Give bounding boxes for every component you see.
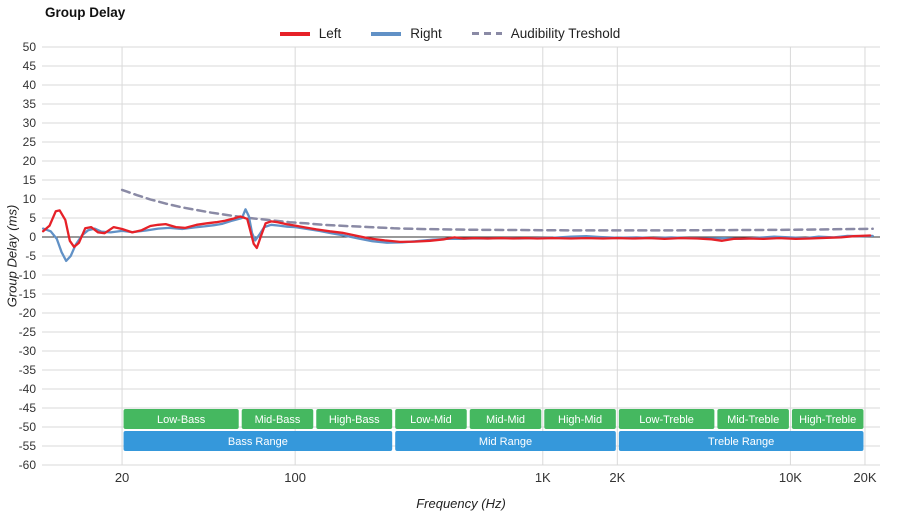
band-label-high-bass: High-Bass <box>329 414 380 426</box>
left-line-swatch <box>279 31 310 36</box>
svg-text:50: 50 <box>23 40 37 54</box>
svg-text:30: 30 <box>23 116 37 130</box>
band-treble-range <box>618 431 864 451</box>
svg-text:-60: -60 <box>19 458 37 472</box>
svg-text:-45: -45 <box>19 401 37 415</box>
legend-item-audibility-threshold[interactable]: Audibility Treshold <box>471 26 621 41</box>
svg-text:-35: -35 <box>19 363 37 377</box>
svg-text:-20: -20 <box>19 306 37 320</box>
band-label-low-treble: Low-Treble <box>639 414 694 426</box>
svg-text:40: 40 <box>23 78 37 92</box>
band-label-high-treble: High-Treble <box>799 414 856 426</box>
band-low-treble <box>618 409 715 429</box>
band-high-bass <box>316 409 393 429</box>
svg-text:10: 10 <box>23 192 37 206</box>
legend-label-right: Right <box>410 26 442 41</box>
band-high-mid <box>544 409 616 429</box>
x-axis-tick-labels: 20 100 1K 2K 10K 20K <box>115 470 877 485</box>
series-line-audibility-treshold <box>120 188 874 232</box>
svg-text:-30: -30 <box>19 344 37 358</box>
svg-text:45: 45 <box>23 59 37 73</box>
grid-lines <box>42 46 880 466</box>
svg-text:20: 20 <box>23 154 37 168</box>
band-high-treble <box>791 409 864 429</box>
x-axis-title: Frequency (Hz) <box>416 496 506 511</box>
band-mid-range <box>395 431 616 451</box>
svg-text:-50: -50 <box>19 420 37 434</box>
legend-label-audibility-threshold: Audibility Treshold <box>510 26 621 41</box>
band-bass-range <box>123 431 393 451</box>
band-label-treble-range: Treble Range <box>708 436 774 448</box>
series-line-right <box>41 208 874 263</box>
threshold-dashed-swatch <box>471 32 502 35</box>
right-line-swatch <box>371 31 402 36</box>
svg-text:20: 20 <box>115 470 129 485</box>
frequency-bands: Low-Bass Mid-Bass High-Bass Low-Mid Mid-Mid H… <box>123 409 864 451</box>
band-label-mid-bass: Mid-Bass <box>255 414 301 426</box>
band-mid-bass <box>241 409 314 429</box>
band-label-low-bass: Low-Bass <box>157 414 206 426</box>
legend-label-left: Left <box>318 26 342 41</box>
y-axis-title: Group Delay (ms) <box>4 204 20 308</box>
svg-text:-40: -40 <box>19 382 37 396</box>
legend-item-left[interactable]: Left <box>279 26 342 41</box>
svg-text:20K: 20K <box>853 470 876 485</box>
band-label-mid-treble: Mid-Treble <box>727 414 779 426</box>
band-label-mid-range: Mid Range <box>479 436 532 448</box>
chart-legend: Left Right Audibility Treshold <box>0 26 900 41</box>
svg-text:2K: 2K <box>609 470 625 485</box>
band-mid-treble <box>717 409 789 429</box>
band-label-low-mid: Low-Mid <box>410 414 452 426</box>
svg-text:15: 15 <box>23 173 37 187</box>
band-low-bass <box>123 409 239 429</box>
series-line-left <box>41 209 872 250</box>
svg-text:-5: -5 <box>25 249 36 263</box>
svg-text:1K: 1K <box>535 470 551 485</box>
svg-text:-25: -25 <box>19 325 37 339</box>
band-mid-mid <box>469 409 542 429</box>
svg-text:35: 35 <box>23 97 37 111</box>
band-label-bass-range: Bass Range <box>228 436 288 448</box>
svg-text:10K: 10K <box>779 470 802 485</box>
band-label-mid-mid: Mid-Mid <box>486 414 525 426</box>
svg-text:-10: -10 <box>19 268 37 282</box>
band-label-high-mid: High-Mid <box>558 414 602 426</box>
legend-item-right[interactable]: Right <box>371 26 442 41</box>
svg-text:-15: -15 <box>19 287 37 301</box>
y-axis-tick-labels: 50454035302520151050-5-10-15-20-25-30-35… <box>19 40 37 472</box>
page-title: Group Delay <box>45 5 126 20</box>
svg-text:25: 25 <box>23 135 37 149</box>
band-low-mid <box>395 409 467 429</box>
svg-text:-55: -55 <box>19 439 37 453</box>
svg-text:0: 0 <box>29 230 36 244</box>
svg-text:5: 5 <box>29 211 36 225</box>
svg-text:100: 100 <box>284 470 306 485</box>
